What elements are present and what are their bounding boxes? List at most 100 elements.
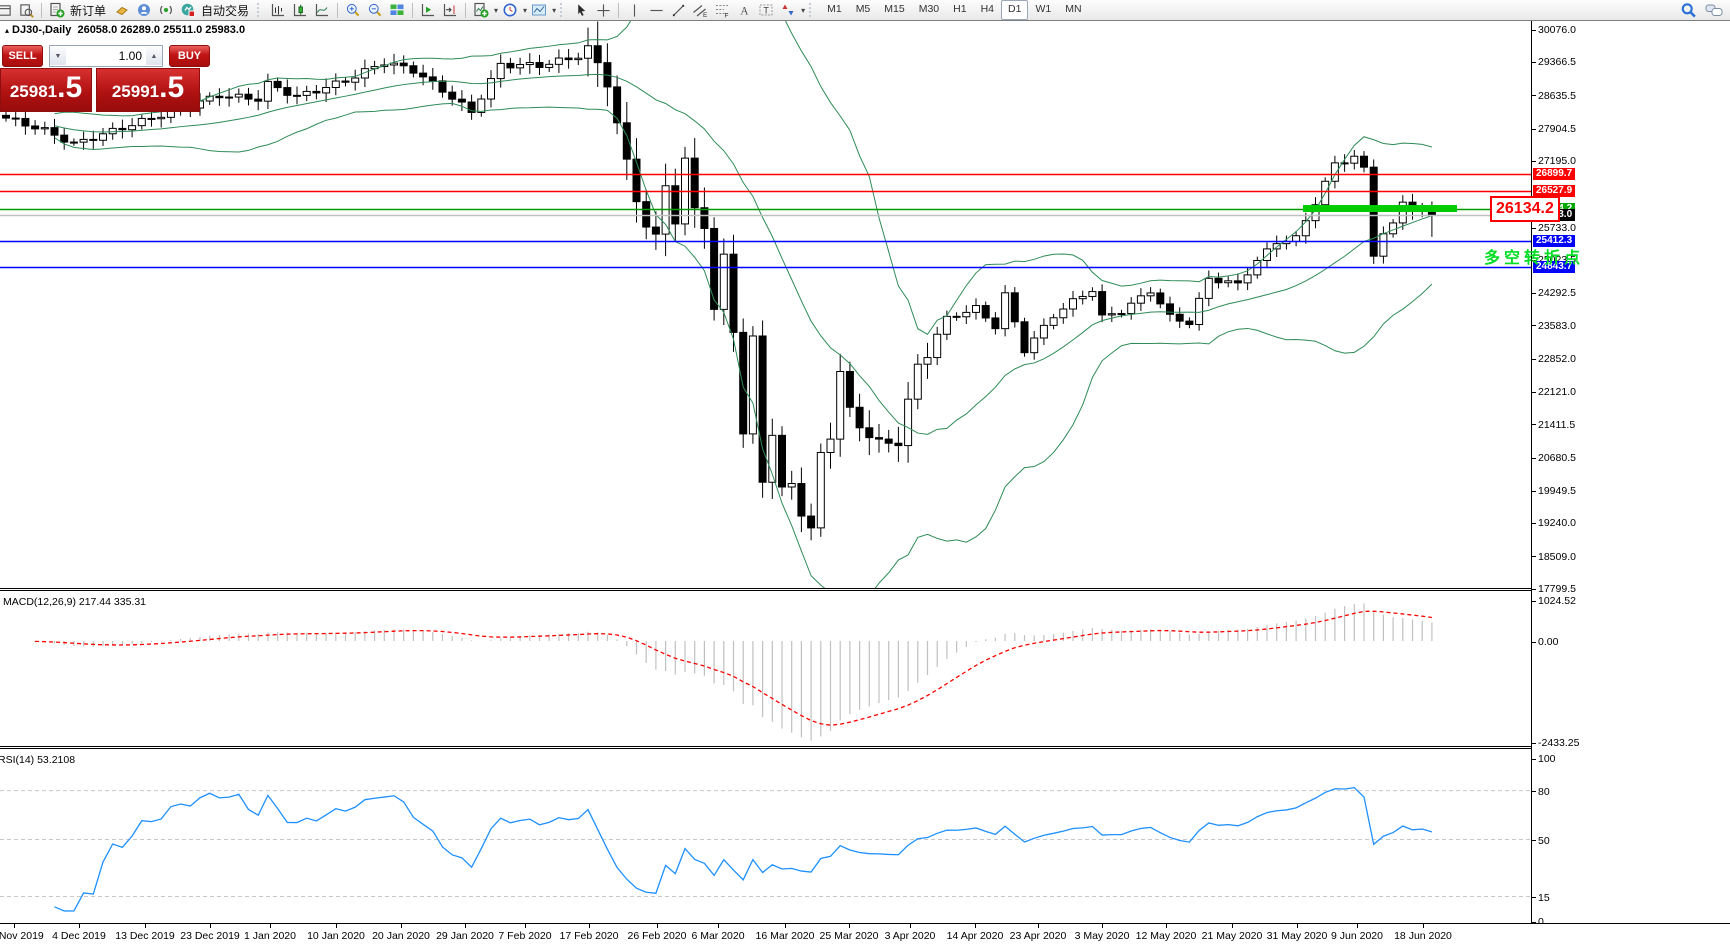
candle-body: [157, 116, 166, 120]
time-tick: [1297, 924, 1298, 928]
zoom-out-icon[interactable]: [365, 1, 385, 19]
price-callout-label: 26134.2: [1490, 195, 1560, 222]
indicators-icon[interactable]: [471, 1, 491, 19]
new-window-icon[interactable]: [0, 1, 14, 19]
candle-body: [826, 438, 835, 453]
print-preview-icon[interactable]: [16, 1, 36, 19]
candle-body: [516, 64, 525, 69]
volume-value[interactable]: 1.00: [118, 49, 142, 63]
time-label: 29 Jan 2020: [436, 930, 494, 942]
auto-scroll-icon[interactable]: [418, 1, 438, 19]
time-label: 6 Mar 2020: [691, 930, 745, 942]
tile-windows-icon[interactable]: [387, 1, 407, 19]
main-chart-pane[interactable]: ▴ DJ30-,Daily 26058.0 26289.0 25511.0 259…: [0, 21, 1531, 588]
crosshair-icon[interactable]: [593, 1, 613, 19]
timeframe-M30[interactable]: M30: [918, 3, 940, 15]
search-icon[interactable]: [1678, 1, 1698, 19]
time-tick: [1357, 924, 1358, 928]
arrows-dropdown-caret[interactable]: ▾: [801, 5, 806, 15]
candle-body: [671, 185, 680, 225]
timeframe-M5[interactable]: M5: [855, 3, 871, 15]
rsi-line: [54, 786, 1433, 912]
timeframe-H4[interactable]: H4: [980, 3, 995, 15]
macd-canvas[interactable]: [0, 592, 1531, 746]
time-tick: [785, 924, 786, 928]
timeframe-M15[interactable]: M15: [884, 3, 905, 15]
templates-icon[interactable]: [529, 1, 549, 19]
chat-icon[interactable]: [1704, 1, 1724, 19]
candle-body: [894, 442, 903, 447]
candle-body: [351, 77, 360, 83]
price-chart-canvas[interactable]: [0, 21, 1531, 588]
candle-body: [758, 335, 767, 483]
timeframe-W1[interactable]: W1: [1035, 3, 1052, 15]
candle-body: [1078, 295, 1087, 300]
new-order-label[interactable]: 新订单: [70, 3, 107, 18]
candle-body: [128, 125, 137, 131]
macd-axis-label: 1024.52: [1538, 595, 1576, 607]
metaquotes-icon[interactable]: [112, 1, 132, 19]
periods-icon[interactable]: [500, 1, 520, 19]
bar-chart-icon[interactable]: [268, 1, 288, 19]
time-label: 31 May 2020: [1266, 930, 1328, 942]
bid-price-tile[interactable]: 25981.5: [0, 68, 92, 112]
new-order-icon[interactable]: [47, 1, 67, 19]
pane-separator[interactable]: [0, 746, 1730, 749]
price-tick: 24292.5: [1538, 287, 1576, 300]
time-tick: [849, 924, 850, 928]
sell-button[interactable]: SELL: [2, 45, 43, 67]
rsi-canvas[interactable]: [0, 750, 1531, 923]
text-icon[interactable]: A: [734, 1, 754, 19]
candle-body: [613, 86, 622, 124]
timeframe-H1[interactable]: H1: [953, 3, 967, 15]
macd-pane[interactable]: MACD(12,26,9) 217.44 335.31: [0, 592, 1531, 746]
rsi-pane[interactable]: RSI(14) 53.2108: [0, 750, 1531, 923]
terminal-icon[interactable]: [134, 1, 154, 19]
candle-body: [904, 398, 913, 447]
timeframe-D1[interactable]: D1: [1001, 0, 1029, 20]
candle-body: [787, 483, 796, 488]
cursor-icon[interactable]: [571, 1, 591, 19]
candle-body: [952, 315, 961, 318]
candle-body: [632, 158, 641, 203]
zoom-in-icon[interactable]: [343, 1, 363, 19]
vertical-line-icon[interactable]: [624, 1, 644, 19]
time-label: 10 Jan 2020: [307, 930, 365, 942]
candle-body: [865, 427, 874, 439]
horizontal-line-icon[interactable]: [646, 1, 666, 19]
price-axis[interactable]: 30076.0 29366.5 28635.5 27904.5 27195.0 25733…: [1531, 21, 1730, 928]
trendline-icon[interactable]: [668, 1, 688, 19]
candle-body: [11, 117, 20, 120]
candle-body: [60, 134, 69, 143]
time-axis[interactable]: 25 Nov 2019 4 Dec 2019 13 Dec 2019 23 Dec 2…: [0, 923, 1730, 948]
candle-body: [574, 57, 583, 61]
candlestick-chart-icon[interactable]: [290, 1, 310, 19]
arrows-objects-icon[interactable]: [778, 1, 798, 19]
candle-body: [1166, 303, 1174, 315]
autotrading-label[interactable]: 自动交易: [201, 3, 250, 18]
ask-price-tile[interactable]: 25991.5: [96, 68, 200, 112]
candle-body: [1340, 162, 1349, 165]
chart-shift-icon[interactable]: [440, 1, 460, 19]
candle-body: [719, 253, 728, 310]
candle-body: [884, 438, 893, 444]
line-chart-icon[interactable]: [312, 1, 332, 19]
templates-dropdown-caret[interactable]: ▾: [552, 5, 557, 15]
volume-increase-button[interactable]: ▲: [146, 47, 162, 65]
candle-body: [855, 406, 864, 429]
buy-button[interactable]: BUY: [169, 45, 210, 67]
fibonacci-icon[interactable]: F: [712, 1, 732, 19]
timeframe-MN[interactable]: MN: [1065, 3, 1082, 15]
volume-decrease-button[interactable]: ▼: [50, 47, 66, 65]
periods-dropdown-caret[interactable]: ▾: [523, 5, 528, 15]
autotrading-icon[interactable]: [178, 1, 198, 19]
text-label-icon[interactable]: T: [756, 1, 776, 19]
pane-separator[interactable]: [0, 588, 1730, 591]
channel-icon[interactable]: E: [690, 1, 710, 19]
price-tick: 30076.0: [1538, 24, 1576, 36]
timeframe-M1[interactable]: M1: [827, 3, 842, 15]
indicators-dropdown-caret[interactable]: ▾: [494, 5, 499, 15]
candle-body: [1059, 308, 1068, 319]
candle-body: [1233, 280, 1242, 284]
signals-icon[interactable]: [156, 1, 176, 19]
